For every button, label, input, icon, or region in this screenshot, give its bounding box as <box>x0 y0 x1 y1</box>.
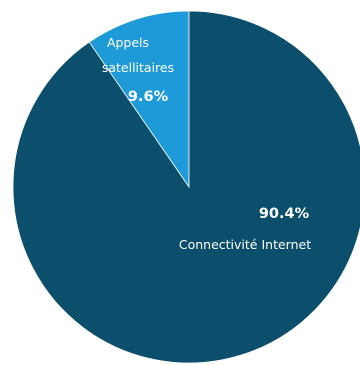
label-connectivite-internet: Connectivité Internet <box>179 237 311 252</box>
value-appels-satellitaires: 9.6% <box>128 89 169 105</box>
value-connectivite-internet: 90.4% <box>259 206 310 222</box>
slice-appels-satellitaires <box>88 10 190 189</box>
label-appels-line2: satellitaires <box>102 60 174 75</box>
slice-connectivite-internet <box>12 10 360 364</box>
label-appels-line1: Appels <box>107 35 149 50</box>
